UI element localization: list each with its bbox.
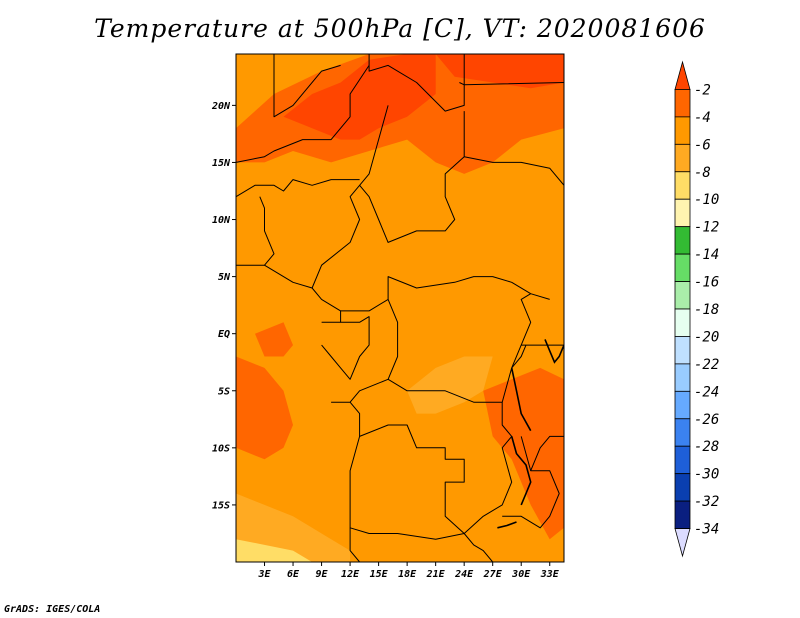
colorbar-level-label: -16 bbox=[694, 275, 719, 291]
colorbar-level-label: -8 bbox=[694, 165, 711, 181]
colorbar-level-label: -34 bbox=[694, 522, 719, 538]
country-border-layer bbox=[236, 54, 564, 562]
country-border-2 bbox=[368, 54, 465, 112]
colorbar-segment bbox=[674, 253, 691, 282]
colorbar-level-label: -2 bbox=[694, 82, 711, 98]
latitude-axis: 20N 15N 10N 5N EQ 5S 10S 15S bbox=[211, 101, 236, 511]
temperature-region-3 bbox=[435, 54, 564, 89]
colorbar-segment bbox=[674, 390, 691, 420]
country-border-13 bbox=[387, 293, 532, 403]
country-border-18 bbox=[502, 436, 560, 529]
colorbar-segment bbox=[674, 281, 691, 310]
lon-tick-label: 15E bbox=[370, 569, 389, 580]
lon-tick-label: 9E bbox=[316, 569, 329, 580]
country-border-20 bbox=[463, 533, 494, 562]
colorbar-level-label: -10 bbox=[694, 192, 719, 208]
country-border-0 bbox=[236, 65, 370, 163]
colorbar-segment bbox=[674, 89, 691, 118]
country-border-5 bbox=[464, 156, 564, 186]
temperature-region-4 bbox=[236, 356, 293, 460]
temperature-region-7 bbox=[407, 356, 493, 414]
colorbar-segment bbox=[674, 336, 691, 365]
lake-outline-layer bbox=[497, 339, 564, 529]
temperature-region-9 bbox=[236, 539, 313, 562]
map-title: Temperature at 500hPa [C], VT: 202008160… bbox=[94, 14, 706, 43]
colorbar-segment bbox=[674, 198, 691, 228]
country-border-7 bbox=[236, 196, 275, 266]
temperature-region-5 bbox=[255, 322, 293, 357]
lon-tick-label: 24E bbox=[454, 569, 474, 580]
colorbar-segment bbox=[674, 171, 691, 200]
colorbar-level-label: -18 bbox=[694, 302, 719, 318]
lake-outline-3 bbox=[497, 521, 517, 529]
country-border-16 bbox=[359, 402, 513, 534]
colorbar-level-label: -30 bbox=[694, 467, 719, 483]
colorbar-upper-triangle bbox=[674, 60, 691, 90]
colorbar-level-label: -20 bbox=[694, 329, 719, 345]
country-border-19 bbox=[530, 435, 564, 471]
temperature-region-8 bbox=[236, 493, 351, 562]
colorbar-level-label: -26 bbox=[694, 412, 719, 428]
country-border-14 bbox=[511, 344, 527, 369]
lat-tick-label: 5S bbox=[218, 386, 230, 397]
colorbar-level-label: -28 bbox=[694, 439, 719, 455]
grads-credit: GrADS: IGES/COLA bbox=[4, 604, 101, 615]
temperature-fill-layer bbox=[236, 54, 564, 562]
temperature-region-0 bbox=[236, 54, 564, 562]
country-border-6 bbox=[264, 184, 361, 289]
country-border-11 bbox=[321, 316, 370, 380]
country-border-21 bbox=[349, 527, 360, 562]
colorbar-level-label: -24 bbox=[694, 384, 719, 400]
longitude-axis: 3E 6E 9E 12E 15E 18E 21E 24E 27E 30E 33E bbox=[257, 562, 560, 580]
lat-tick-label: 15N bbox=[212, 158, 231, 169]
country-border-4 bbox=[459, 82, 564, 86]
colorbar-segment bbox=[674, 143, 691, 173]
colorbar-lower-triangle bbox=[674, 528, 691, 558]
colorbar-segment bbox=[674, 226, 691, 255]
colorbar-level-label: -22 bbox=[694, 357, 719, 373]
lat-tick-label: 10N bbox=[212, 215, 231, 226]
map-frame bbox=[235, 53, 565, 563]
colorbar-level-label: -14 bbox=[694, 247, 719, 263]
colorbar-level-label: -32 bbox=[694, 494, 719, 510]
lon-tick-label: 18E bbox=[398, 569, 417, 580]
colorbar-level-label: -12 bbox=[694, 220, 719, 236]
colorbar-segment bbox=[674, 473, 691, 502]
lon-tick-label: 6E bbox=[287, 569, 300, 580]
colorbar-segment bbox=[674, 445, 691, 475]
colorbar: -2 -4 -6 -8 -10 -12 -14 -16 -18 -20 -22 -24 -26 -28 -3… bbox=[674, 60, 719, 558]
colorbar-segment bbox=[674, 116, 691, 145]
lon-tick-label: 12E bbox=[341, 569, 360, 580]
lat-tick-label: 15S bbox=[212, 500, 230, 511]
temperature-region-6 bbox=[483, 367, 564, 540]
country-border-3 bbox=[359, 105, 465, 243]
country-border-1 bbox=[273, 54, 341, 118]
lake-outline-1 bbox=[544, 339, 564, 364]
lat-tick-label: 10S bbox=[212, 443, 230, 454]
lon-tick-label: 27E bbox=[483, 569, 503, 580]
colorbar-segment bbox=[674, 500, 691, 529]
lon-tick-label: 21E bbox=[426, 569, 446, 580]
lon-tick-label: 30E bbox=[511, 569, 531, 580]
lake-outline-2 bbox=[510, 436, 532, 506]
lat-tick-label: EQ bbox=[218, 329, 230, 340]
colorbar-segment bbox=[674, 418, 691, 447]
country-border-8 bbox=[236, 179, 360, 198]
lat-tick-label: 20N bbox=[211, 101, 231, 112]
lat-tick-label: 5N bbox=[218, 272, 231, 283]
lon-tick-label: 3E bbox=[257, 569, 271, 580]
colorbar-segment bbox=[674, 363, 691, 392]
colorbar-level-label: -4 bbox=[694, 110, 711, 126]
temperature-region-2 bbox=[283, 54, 436, 140]
colorbar-segment bbox=[674, 308, 691, 337]
lon-tick-label: 33E bbox=[540, 569, 560, 580]
colorbar-level-label: -6 bbox=[694, 137, 711, 153]
lake-outline-0 bbox=[510, 367, 532, 432]
